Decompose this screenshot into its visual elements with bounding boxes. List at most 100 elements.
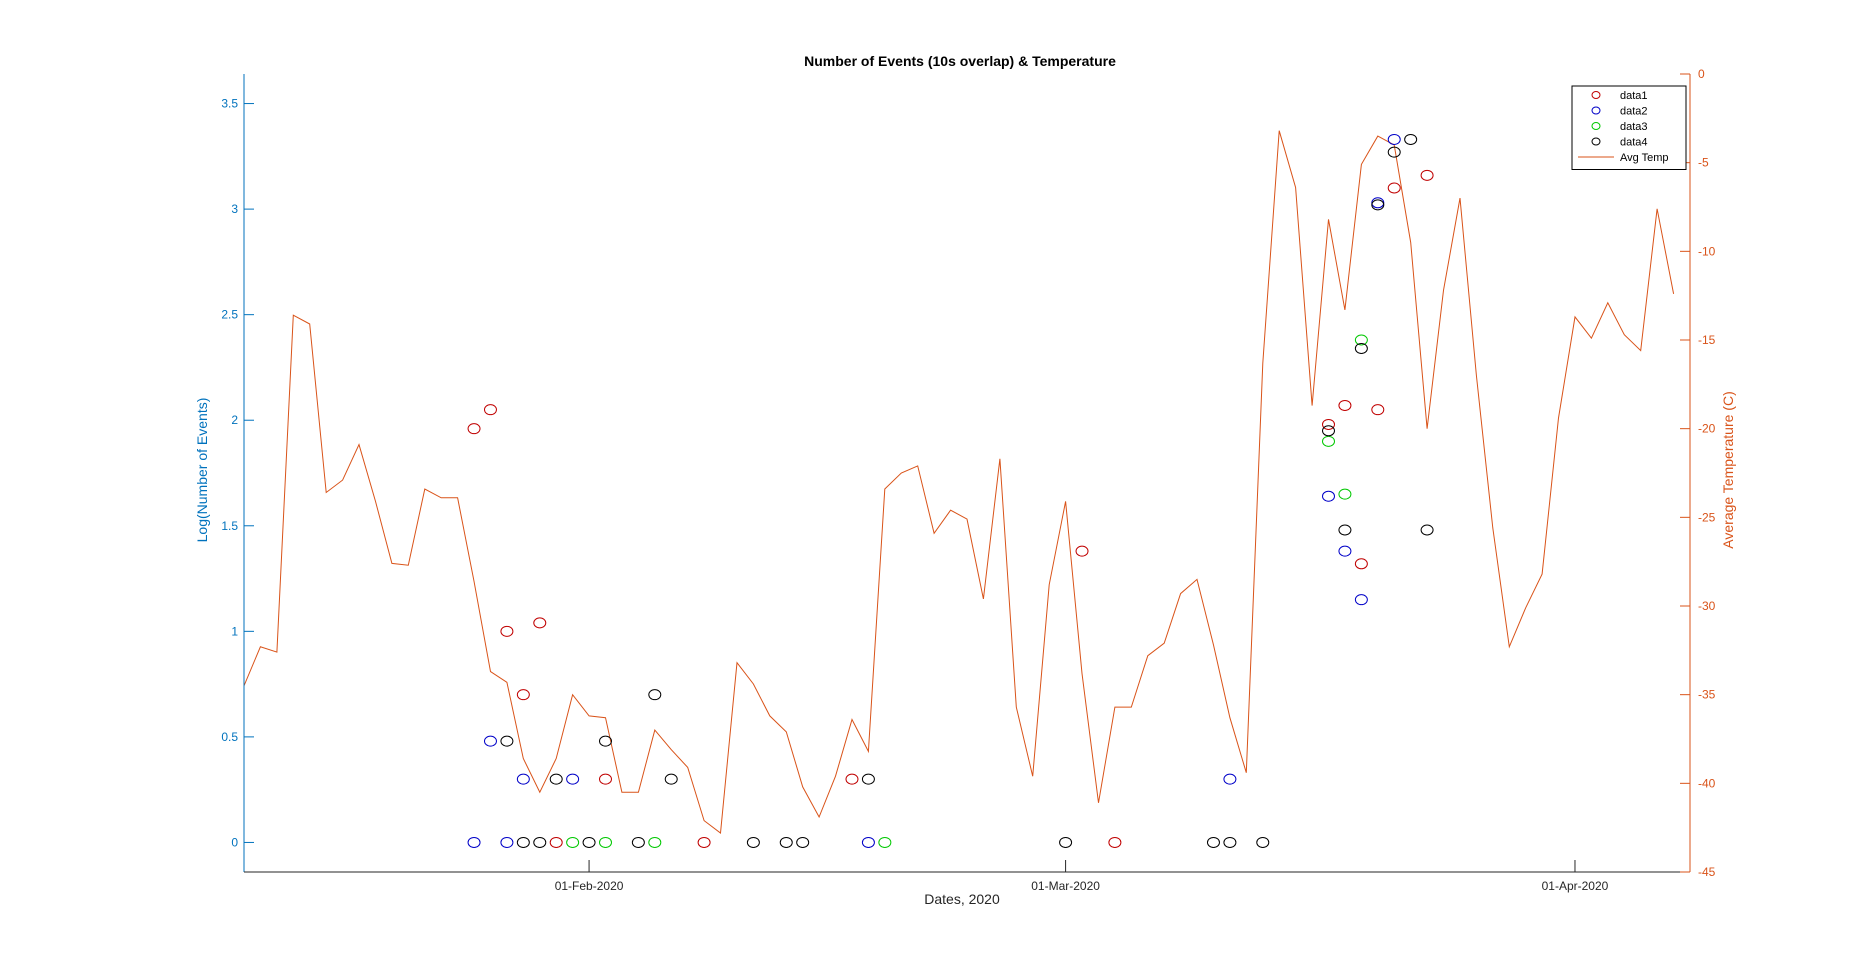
data1-point bbox=[467, 423, 481, 435]
data3-point bbox=[599, 836, 612, 848]
data2-point bbox=[516, 773, 530, 785]
y-right-tick-label: -25 bbox=[1698, 510, 1716, 524]
data2-point bbox=[566, 773, 580, 785]
data3-point bbox=[1354, 334, 1368, 346]
y-right-tick-label: -5 bbox=[1698, 156, 1709, 170]
data2-point bbox=[1322, 490, 1335, 502]
data4-point bbox=[1338, 524, 1352, 536]
y-left-tick-label: 0 bbox=[231, 835, 238, 849]
y-right-tick-label: -45 bbox=[1698, 865, 1716, 879]
y-left-tick-label: 1.5 bbox=[221, 519, 238, 533]
data2-point bbox=[1371, 197, 1385, 209]
data3-point bbox=[1322, 435, 1335, 447]
data2-point bbox=[1387, 133, 1401, 145]
y-right-tick-label: -15 bbox=[1698, 333, 1716, 347]
data3-point bbox=[566, 836, 580, 848]
scatter-group bbox=[467, 133, 1434, 848]
data4-point bbox=[664, 773, 678, 785]
legend-marker-data1 bbox=[1591, 91, 1601, 99]
data4-point bbox=[746, 836, 760, 848]
series-data3 bbox=[566, 334, 1368, 848]
legend-label: data2 bbox=[1620, 106, 1648, 118]
y-left-tick-label: 3 bbox=[231, 202, 238, 216]
data4-point bbox=[1371, 199, 1385, 211]
y-right-tick-label: -35 bbox=[1698, 688, 1716, 702]
data4-point bbox=[1206, 836, 1220, 848]
legend-label: data4 bbox=[1620, 137, 1648, 149]
data1-point bbox=[1075, 545, 1089, 557]
data2-point bbox=[500, 836, 514, 848]
data3-point bbox=[1338, 488, 1352, 500]
data4-point bbox=[796, 836, 810, 848]
data4-point bbox=[1059, 836, 1073, 848]
legend-marker-data2 bbox=[1591, 106, 1601, 115]
legend-marker-data3 bbox=[1591, 122, 1601, 130]
y-right-tick-label: -10 bbox=[1698, 244, 1716, 258]
data1-point bbox=[516, 689, 530, 701]
data2-point bbox=[483, 735, 497, 747]
temperature-line-group bbox=[243, 130, 1675, 834]
data1-point bbox=[533, 617, 547, 629]
legend-label: data3 bbox=[1620, 121, 1648, 133]
y-right-tick-label: -30 bbox=[1698, 599, 1716, 613]
temperature-line bbox=[243, 130, 1675, 834]
data4-point bbox=[516, 836, 530, 848]
legend-label: data1 bbox=[1620, 90, 1648, 102]
data1-point bbox=[500, 625, 514, 637]
data4-point bbox=[1223, 836, 1237, 848]
data4-point bbox=[631, 836, 645, 848]
data1-point bbox=[483, 404, 497, 416]
legend-marker-data4 bbox=[1591, 137, 1601, 146]
data3-point bbox=[648, 836, 662, 848]
data3-point bbox=[878, 836, 892, 848]
y-right-tick-label: -20 bbox=[1698, 422, 1716, 436]
x-tick-label: 01-Apr-2020 bbox=[1542, 879, 1609, 893]
data2-point bbox=[467, 836, 481, 848]
y-left-tick-label: 0.5 bbox=[221, 730, 238, 744]
x-tick-label: 01-Mar-2020 bbox=[1031, 879, 1100, 893]
data4-point bbox=[500, 735, 514, 747]
y-axis-left-label: Log(Number of Events) bbox=[194, 398, 210, 543]
data4-point bbox=[599, 735, 612, 747]
data4-point bbox=[582, 836, 596, 848]
series-data2 bbox=[467, 133, 1401, 848]
legend-box bbox=[1571, 85, 1687, 170]
axes-group: 0 0.5 1 1.5 2 2.5 3 3.5 0 -5 -10 -15 -20 -25 -30 -35 -40… bbox=[221, 67, 1715, 893]
data4-point bbox=[1256, 836, 1270, 848]
data1-point bbox=[549, 836, 563, 848]
data1-point bbox=[1108, 836, 1122, 848]
data4-point bbox=[1420, 524, 1434, 536]
series-data4 bbox=[500, 133, 1434, 848]
data2-point bbox=[1223, 773, 1237, 785]
legend: data1 data2 data3 data4 Avg Temp bbox=[1571, 85, 1687, 170]
series-data1 bbox=[467, 169, 1434, 848]
y-right-tick-label: 0 bbox=[1698, 67, 1705, 81]
x-axis-label: Dates, 2020 bbox=[924, 891, 1000, 907]
data2-point bbox=[861, 836, 875, 848]
data1-point bbox=[1420, 169, 1434, 181]
data1-point bbox=[845, 773, 859, 785]
x-tick-label: 01-Feb-2020 bbox=[555, 879, 624, 893]
data2-point bbox=[1354, 594, 1368, 606]
data1-point bbox=[1354, 558, 1368, 570]
y-left-tick-label: 2 bbox=[231, 413, 238, 427]
data4-point bbox=[1404, 133, 1418, 145]
data4-point bbox=[648, 689, 662, 701]
y-right-tick-label: -40 bbox=[1698, 776, 1716, 790]
data1-point bbox=[697, 836, 711, 848]
chart-title: Number of Events (10s overlap) & Tempera… bbox=[804, 53, 1116, 69]
data1-point bbox=[599, 773, 612, 785]
data4-point bbox=[1354, 342, 1368, 354]
y-left-tick-label: 3.5 bbox=[221, 97, 238, 111]
data1-point bbox=[1387, 182, 1401, 194]
data1-point bbox=[1371, 404, 1385, 416]
data4-point bbox=[861, 773, 875, 785]
data4-point bbox=[1322, 425, 1335, 437]
y-left-tick-label: 2.5 bbox=[221, 308, 238, 322]
data4-point bbox=[533, 836, 547, 848]
legend-label: Avg Temp bbox=[1620, 152, 1669, 164]
y-axis-right-label: Average Temperature (C) bbox=[1720, 391, 1736, 548]
data2-point bbox=[1338, 545, 1352, 557]
data4-point bbox=[549, 773, 563, 785]
